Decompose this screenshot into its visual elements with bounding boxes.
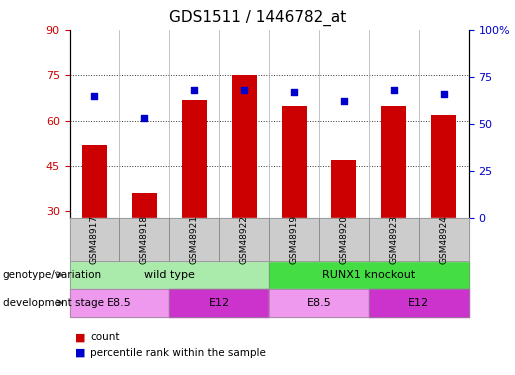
Point [440, 91, 448, 97]
Text: genotype/variation: genotype/variation [3, 270, 101, 280]
Text: GSM48918: GSM48918 [140, 214, 149, 264]
Text: wild type: wild type [144, 270, 195, 280]
Point [390, 87, 398, 93]
Point [340, 98, 348, 104]
Text: E12: E12 [209, 298, 230, 308]
Bar [132, 193, 157, 217]
Text: E8.5: E8.5 [306, 298, 331, 308]
Point [290, 89, 298, 95]
Text: GSM48921: GSM48921 [190, 214, 199, 264]
Text: GSM48917: GSM48917 [90, 214, 99, 264]
Bar [232, 75, 256, 217]
Text: GSM48920: GSM48920 [339, 214, 349, 264]
Point [240, 87, 248, 93]
Text: ■: ■ [75, 333, 85, 342]
Text: count: count [90, 333, 119, 342]
Text: ■: ■ [75, 348, 85, 357]
Bar [381, 106, 406, 218]
Text: GDS1511 / 1446782_at: GDS1511 / 1446782_at [169, 9, 346, 26]
Text: GSM48923: GSM48923 [389, 214, 398, 264]
Text: GSM48919: GSM48919 [289, 214, 299, 264]
Text: RUNX1 knockout: RUNX1 knockout [322, 270, 416, 280]
Text: development stage: development stage [3, 298, 104, 308]
Bar [332, 160, 356, 218]
Bar [431, 115, 456, 218]
Text: percentile rank within the sample: percentile rank within the sample [90, 348, 266, 357]
Bar [82, 145, 107, 218]
Text: GSM48922: GSM48922 [239, 214, 249, 264]
Text: E12: E12 [408, 298, 430, 308]
Point [90, 93, 98, 99]
Text: E8.5: E8.5 [107, 298, 132, 308]
Point [140, 115, 148, 121]
Bar [282, 106, 306, 218]
Bar [182, 99, 207, 218]
Point [190, 87, 198, 93]
Text: GSM48924: GSM48924 [439, 214, 448, 264]
